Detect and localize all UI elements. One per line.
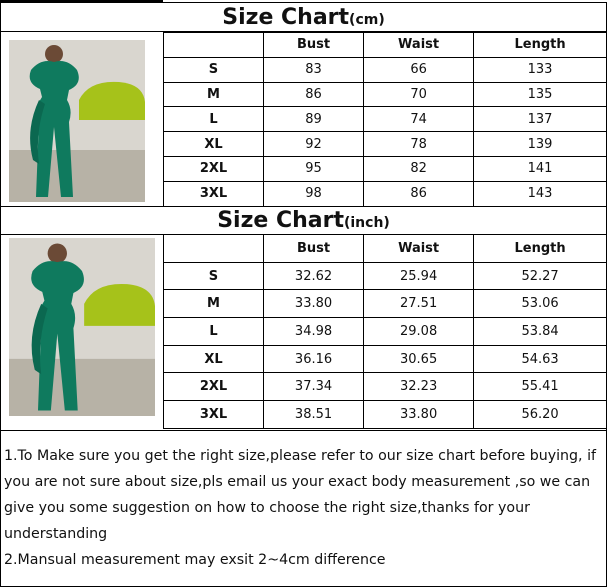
measurement-cell: 32.62: [262, 261, 365, 291]
measurement-cell: 141: [473, 155, 607, 182]
column-header: Bust: [262, 32, 365, 58]
inch-chart-title: Size Chart(inch): [0, 206, 607, 235]
sofa: [79, 81, 145, 120]
column-header: Length: [473, 32, 607, 58]
cm-size-table: Bust Waist Length S 83 66 133 M 86 70 135 L 89 74 137 X…: [163, 32, 607, 207]
table-row: 2XL 37.34 32.23 55.41: [163, 372, 607, 402]
size-label: M: [163, 81, 264, 108]
measurement-cell: 53.84: [473, 317, 607, 346]
measurement-cell: 52.27: [473, 261, 607, 291]
table-row: 3XL 38.51 33.80 56.20: [163, 400, 607, 429]
sofa: [84, 283, 155, 326]
column-header: Bust: [262, 234, 365, 263]
measurement-cell: 33.80: [262, 289, 365, 319]
measurement-cell: 53.06: [473, 289, 607, 319]
size-label: L: [163, 106, 264, 133]
title-text: Size Chart: [222, 5, 350, 30]
measurement-cell: 86: [363, 180, 475, 207]
measurement-cell: 92: [262, 131, 365, 157]
measurement-cell: 78: [363, 131, 475, 157]
table-row: L 34.98 29.08 53.84: [163, 317, 607, 346]
unit-text: (cm): [349, 12, 385, 28]
size-label: M: [163, 289, 264, 319]
table-row: XL 36.16 30.65 54.63: [163, 344, 607, 374]
size-label: 2XL: [163, 372, 264, 402]
measurement-cell: 29.08: [363, 317, 475, 346]
measurement-cell: 98: [262, 180, 365, 207]
title-text: Size Chart: [217, 208, 344, 233]
table-row: S 32.62 25.94 52.27: [163, 261, 607, 291]
measurement-cell: 89: [262, 106, 365, 133]
measurement-cell: 82: [363, 155, 475, 182]
head: [47, 243, 67, 264]
size-label: XL: [163, 344, 264, 374]
measurement-cell: 38.51: [262, 400, 365, 429]
measurement-cell: 56.20: [473, 400, 607, 429]
table-row: 2XL 95 82 141: [163, 155, 607, 182]
note-1: 1.To Make sure you get the right size,pl…: [4, 448, 596, 542]
floor: [9, 150, 145, 202]
notes: 1.To Make sure you get the right size,pl…: [4, 443, 602, 573]
size-label: 2XL: [163, 155, 264, 182]
divider: [0, 430, 607, 431]
measurement-cell: 34.98: [262, 317, 365, 346]
size-label: 3XL: [163, 180, 264, 207]
measurement-cell: 66: [363, 56, 475, 83]
jumpsuit: [31, 261, 84, 411]
measurement-cell: 86: [262, 81, 365, 108]
table-row: L 89 74 137: [163, 106, 607, 133]
header-row: Bust Waist Length: [163, 32, 607, 58]
table-row: 3XL 98 86 143: [163, 180, 607, 207]
sash: [30, 100, 45, 164]
column-header: Waist: [363, 32, 475, 58]
head: [45, 45, 63, 63]
measurement-cell: 74: [363, 106, 475, 133]
table-row: S 83 66 133: [163, 56, 607, 83]
product-photo-inch: [9, 238, 155, 416]
column-header: [163, 234, 264, 263]
measurement-cell: 27.51: [363, 289, 475, 319]
measurement-cell: 143: [473, 180, 607, 207]
table-row: M 33.80 27.51 53.06: [163, 289, 607, 319]
size-label: S: [163, 56, 264, 83]
table-row: M 86 70 135: [163, 81, 607, 108]
column-header: Length: [473, 234, 607, 263]
measurement-cell: 139: [473, 131, 607, 157]
column-header: Waist: [363, 234, 475, 263]
measurement-cell: 54.63: [473, 344, 607, 374]
measurement-cell: 36.16: [262, 344, 365, 374]
size-label: S: [163, 261, 264, 291]
measurement-cell: 25.94: [363, 261, 475, 291]
measurement-cell: 95: [262, 155, 365, 182]
floor: [9, 358, 155, 416]
measurement-cell: 33.80: [363, 400, 475, 429]
measurement-cell: 70: [363, 81, 475, 108]
inch-size-table: Bust Waist Length S 32.62 25.94 52.27 M 33.80 27.…: [163, 234, 607, 429]
measurement-cell: 137: [473, 106, 607, 133]
top-bar: [0, 0, 163, 2]
divider: [0, 206, 607, 207]
cm-chart-title: Size Chart(cm): [0, 3, 607, 32]
measurement-cell: 55.41: [473, 372, 607, 402]
note-2: 2.Mansual measurement may exsit 2~4cm di…: [4, 552, 386, 568]
measurement-cell: 37.34: [262, 372, 365, 402]
size-label: 3XL: [163, 400, 264, 429]
measurement-cell: 133: [473, 56, 607, 83]
size-label: XL: [163, 131, 264, 157]
measurement-cell: 83: [262, 56, 365, 83]
size-label: L: [163, 317, 264, 346]
unit-text: (inch): [343, 215, 390, 231]
sash: [31, 303, 48, 375]
header-row: Bust Waist Length: [163, 234, 607, 263]
table-row: XL 92 78 139: [163, 131, 607, 157]
product-photo-cm: [9, 40, 145, 202]
measurement-cell: 32.23: [363, 372, 475, 402]
jumpsuit: [29, 61, 79, 197]
measurement-cell: 30.65: [363, 344, 475, 374]
measurement-cell: 135: [473, 81, 607, 108]
column-header: [163, 32, 264, 58]
